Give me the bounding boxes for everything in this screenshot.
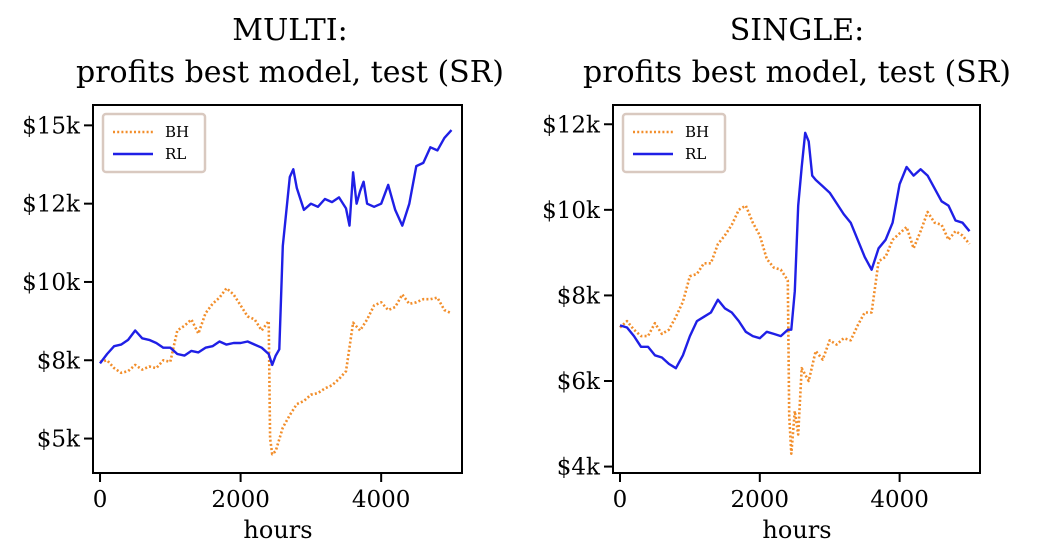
series-line-rl bbox=[619, 131, 971, 370]
x-tick-label: 2000 bbox=[731, 487, 790, 513]
x-tick-label: 0 bbox=[93, 487, 108, 513]
x-axis-label: hours bbox=[243, 516, 312, 544]
y-tick-label: $6k bbox=[557, 369, 601, 395]
x-tick-label: 0 bbox=[613, 487, 628, 513]
plot-frame bbox=[92, 104, 463, 474]
chart-single: SINGLE: profits best model, test (SR) $4… bbox=[542, 13, 1011, 544]
chart-title-line-1: SINGLE: bbox=[730, 13, 865, 48]
chart-title-line-2: profits best model, test (SR) bbox=[76, 55, 504, 90]
series-line-rl bbox=[99, 129, 453, 367]
y-tick-label: $12k bbox=[542, 112, 601, 138]
y-tick-label: $10k bbox=[542, 198, 601, 224]
series-line-bh bbox=[99, 286, 453, 456]
chart-title-line-2: profits best model, test (SR) bbox=[583, 55, 1011, 90]
x-tick-label: 2000 bbox=[211, 487, 270, 513]
legend-label-bh: BH bbox=[165, 123, 189, 141]
y-tick-label: $8k bbox=[37, 348, 81, 374]
y-tick-label: $15k bbox=[22, 113, 81, 139]
x-tick-label: 4000 bbox=[352, 487, 411, 513]
y-tick-label: $5k bbox=[37, 427, 81, 453]
legend-box bbox=[101, 112, 207, 174]
legend-label-rl: RL bbox=[165, 145, 186, 163]
y-tick-label: $8k bbox=[557, 283, 601, 309]
chart-multi: MULTI: profits best model, test (SR) $5k… bbox=[22, 13, 504, 544]
x-axis-label: hours bbox=[762, 516, 831, 544]
y-tick-label: $12k bbox=[22, 192, 81, 218]
legend-label-rl: RL bbox=[685, 145, 706, 163]
y-tick-label: $10k bbox=[22, 270, 81, 296]
legend-box bbox=[621, 112, 727, 174]
legend-label-bh: BH bbox=[685, 123, 709, 141]
series-line-bh bbox=[619, 204, 971, 455]
chart-title-line-1: MULTI: bbox=[232, 13, 347, 48]
y-tick-label: $4k bbox=[557, 455, 601, 481]
plot-frame bbox=[612, 104, 981, 474]
x-tick-label: 4000 bbox=[870, 487, 929, 513]
